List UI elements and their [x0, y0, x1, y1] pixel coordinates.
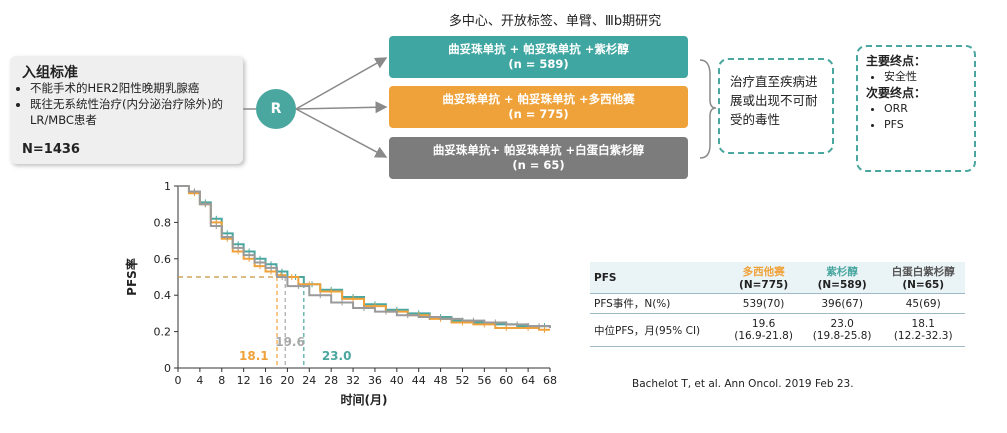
table-cell: 45(69)	[905, 297, 941, 310]
arm-docetaxel: 曲妥珠单抗 + 帕妥珠单抗 +多西他赛 (n = 775)	[389, 86, 688, 128]
x-tick-label: 0	[175, 374, 182, 387]
arm-label: 曲妥珠单抗 + 帕妥珠单抗 +紫杉醇	[448, 42, 629, 56]
table-cell: 23.0 (19.8-25.8)	[803, 314, 882, 347]
reference-citation: Bachelot T, et al. Ann Oncol. 2019 Feb 2…	[632, 378, 854, 390]
arrow-to-arm-2	[295, 101, 388, 114]
x-tick-label: 16	[259, 374, 273, 387]
arrow-to-arm-1	[295, 57, 388, 110]
x-tick-label: 48	[434, 374, 448, 387]
table-header-label: 白蛋白紫杉醇	[891, 266, 955, 278]
x-tick-label: 68	[543, 374, 557, 387]
pfs-results-table: PFS 多西他赛 (N=775) 紫杉醇 (N=589) 白蛋白紫杉醇 (N=65) …	[590, 262, 965, 347]
primary-endpoint-list: 安全性	[866, 69, 966, 85]
table-cell: 18.1 (12.2-32.3)	[881, 314, 965, 347]
table-header-label: 紫杉醇	[826, 266, 858, 278]
median-label: 19.6	[275, 335, 305, 349]
arm-n: (n = 65)	[512, 158, 565, 172]
x-tick-label: 32	[346, 374, 360, 387]
x-tick-label: 28	[324, 374, 338, 387]
secondary-endpoint-list: ORR PFS	[866, 101, 966, 133]
x-tick-label: 8	[218, 374, 225, 387]
secondary-endpoint-heading: 次要终点：	[866, 86, 927, 100]
arm-label: 曲妥珠单抗 + 帕妥珠单抗 +多西他赛	[442, 92, 635, 106]
inclusion-criteria-box: 入组标准 不能手术的HER2阳性晚期乳腺癌 既往无系统性治疗(内分泌治疗除外)的…	[10, 56, 243, 164]
table-header-cell: PFS	[590, 262, 724, 294]
randomization-node: R	[256, 89, 296, 129]
primary-endpoint-heading: 主要终点：	[866, 54, 927, 68]
x-tick-label: 44	[412, 374, 426, 387]
secondary-endpoint-item: ORR	[884, 101, 966, 117]
table-header-sub: (N=775)	[739, 279, 789, 291]
arm-nab-paclitaxel: 曲妥珠单抗+ 帕妥珠单抗 +白蛋白紫杉醇 (n = 65)	[389, 137, 688, 179]
arrow-connectors	[243, 57, 717, 159]
table-row: PFS事件，N(%) 539(70) 396(67) 45(69)	[590, 294, 965, 314]
x-tick-label: 60	[499, 374, 513, 387]
y-tick-label: 0.8	[154, 216, 172, 229]
row-label: 中位PFS，月(95% CI)	[594, 324, 701, 337]
table-header-cell: 紫杉醇 (N=589)	[803, 262, 882, 294]
table-header-cell: 白蛋白紫杉醇 (N=65)	[881, 262, 965, 294]
table-header-label: 多西他赛	[742, 266, 785, 278]
table-header-cell: 多西他赛 (N=775)	[724, 262, 803, 294]
table-header-sub: (N=65)	[902, 279, 945, 291]
table-header-row: PFS 多西他赛 (N=775) 紫杉醇 (N=589) 白蛋白紫杉醇 (N=65)	[590, 262, 965, 294]
arm-n: (n = 589)	[508, 57, 569, 71]
treatment-duration-box: 治疗直至疾病进展或出现不可耐受的毒性	[718, 58, 834, 154]
y-axis-title: PFS率	[124, 258, 139, 296]
km-curve-series-3	[178, 185, 551, 328]
criteria-item: 既往无系统性治疗(内分泌治疗除外)的LR/MBC患者	[30, 96, 240, 128]
x-tick-label: 40	[390, 374, 404, 387]
median-ci: (16.9-21.8)	[734, 330, 793, 342]
arm-n: (n = 775)	[508, 107, 569, 121]
table-cell: 19.6 (16.9-21.8)	[724, 314, 803, 347]
criteria-item: 不能手术的HER2阳性晚期乳腺癌	[30, 80, 240, 96]
y-tick-label: 1	[164, 180, 171, 193]
table-header-sub: (N=589)	[817, 279, 867, 291]
pfs-km-chart: 00.20.40.60.810 4 8 12 16 20 24 28 32 36 40 44 48 52 5…	[124, 180, 557, 407]
y-tick-label: 0.2	[154, 326, 172, 339]
x-tick-label: 12	[237, 374, 251, 387]
x-tick-label: 56	[477, 374, 491, 387]
median-label: 23.0	[322, 349, 352, 363]
x-tick-label: 20	[280, 374, 294, 387]
median-value: 19.6	[751, 318, 776, 330]
x-axis-title: 时间(月)	[341, 392, 388, 407]
secondary-endpoint-item: PFS	[884, 117, 966, 133]
median-ci: (19.8-25.8)	[812, 330, 872, 342]
table-header-label: PFS	[594, 271, 617, 284]
median-value: 23.0	[830, 318, 854, 330]
table-cell: 539(70)	[742, 297, 785, 310]
median-label: 18.1	[239, 349, 269, 363]
x-tick-label: 64	[521, 374, 535, 387]
criteria-list: 不能手术的HER2阳性晚期乳腺癌 既往无系统性治疗(内分泌治疗除外)的LR/MB…	[12, 80, 240, 128]
endpoints-box: 主要终点： 安全性 次要终点： ORR PFS	[856, 45, 976, 172]
table-row: 中位PFS，月(95% CI) 19.6 (16.9-21.8) 23.0 (19.…	[590, 314, 965, 347]
y-tick-label: 0.4	[154, 289, 172, 302]
study-title: 多中心、开放标签、单臂、Ⅲb期研究	[448, 14, 662, 29]
row-label: PFS事件，N(%)	[594, 298, 671, 310]
x-tick-label: 52	[455, 374, 469, 387]
arms-brace	[699, 59, 717, 159]
arm-label: 曲妥珠单抗+ 帕妥珠单抗 +白蛋白紫杉醇	[432, 143, 645, 157]
arrow-to-arm-3	[295, 108, 388, 158]
x-tick-label: 24	[302, 374, 316, 387]
median-ci: (12.2-32.3)	[893, 330, 953, 342]
median-value: 18.1	[911, 318, 935, 330]
primary-endpoint-item: 安全性	[884, 69, 966, 85]
y-tick-label: 0	[164, 362, 171, 375]
enrollment-count: N=1436	[22, 142, 80, 157]
table-cell: 396(67)	[821, 297, 863, 310]
arm-paclitaxel: 曲妥珠单抗 + 帕妥珠单抗 +紫杉醇 (n = 589)	[389, 36, 688, 78]
criteria-heading: 入组标准	[22, 65, 78, 81]
x-tick-label: 4	[196, 374, 203, 387]
y-tick-label: 0.6	[154, 253, 172, 266]
x-tick-label: 36	[368, 374, 382, 387]
